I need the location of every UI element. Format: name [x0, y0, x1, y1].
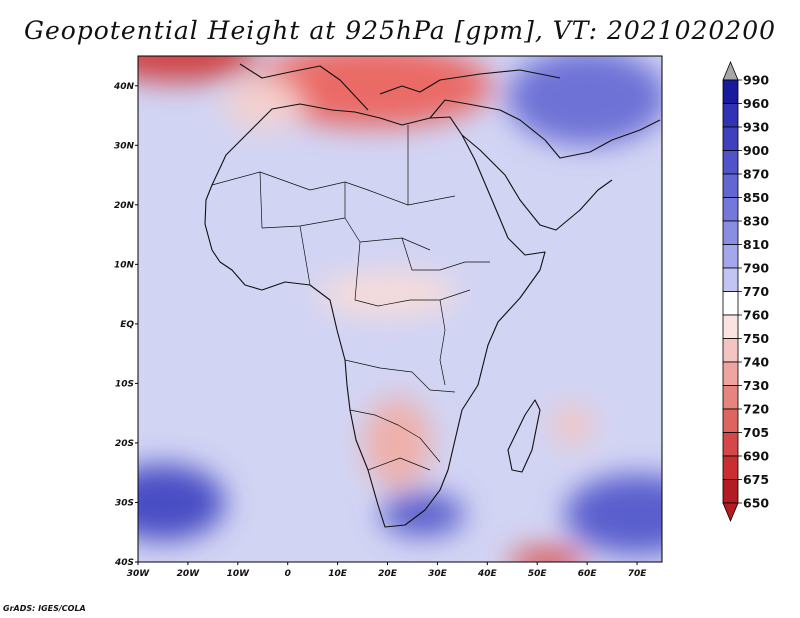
lat-tick-label: 20S — [115, 439, 134, 449]
lat-tick-label: 10S — [115, 379, 134, 389]
colorbar-swatch — [722, 173, 739, 198]
mediterranean-low-blob — [252, 56, 493, 128]
colorbar-label: 790 — [743, 261, 769, 276]
lon-tick-label: 40E — [477, 569, 498, 579]
lon-tick-label: 20E — [378, 569, 398, 579]
lon-tick-label: 20W — [177, 569, 201, 579]
colorbar-swatch — [722, 479, 739, 504]
colorbar-swatch — [722, 150, 739, 175]
colorbar-swatch — [722, 361, 739, 386]
northwest-corner-low-blob — [138, 56, 258, 82]
lat-tick-label: 10N — [114, 260, 135, 270]
arabian-high-blob — [507, 56, 662, 146]
lon-tick-label: 0 — [285, 569, 291, 579]
colorbar-swatch — [722, 197, 739, 222]
colorbar-label: 675 — [743, 472, 769, 487]
south-africa-cold-high-blob — [380, 492, 465, 537]
lat-tick-label: 30N — [114, 141, 135, 151]
lon-tick-label: 10W — [227, 569, 251, 579]
colorbar-swatch — [722, 385, 739, 410]
eurasia-coastline — [239, 63, 661, 159]
colorbar-label: 830 — [743, 214, 769, 229]
colorbar-label: 770 — [743, 284, 769, 299]
map-title: Geopotential Height at 925hPa [gpm], VT:… — [23, 16, 777, 45]
lat-tick-label: 20N — [114, 201, 135, 211]
africa-coastline — [204, 103, 546, 528]
colorbar-swatch — [722, 103, 739, 128]
lon-tick-label: 30W — [127, 569, 151, 579]
country-border-5 — [354, 241, 471, 307]
southern-ocean-low-blob — [509, 548, 586, 562]
lat-tick-label: 30S — [115, 498, 134, 508]
lon-tick-label: 30E — [428, 569, 448, 579]
lon-tick-label: 50E — [528, 569, 548, 579]
colorbar-label: 650 — [743, 496, 769, 511]
mozambique-channel-low-blob — [552, 405, 593, 446]
lon-tick-label: 70E — [628, 569, 648, 579]
south-atlantic-high-blob — [138, 464, 225, 541]
country-border-8 — [367, 457, 431, 471]
colorbar-label: 705 — [743, 425, 769, 440]
lon-tick-label: 10E — [328, 569, 348, 579]
lat-tick-label: 40S — [114, 558, 134, 568]
colorbar-label: 740 — [743, 355, 769, 370]
colorbar-swatch — [722, 338, 739, 363]
colorbar-swatch — [722, 408, 739, 433]
kalahari-heat-low-blob — [363, 396, 432, 489]
colorbar: 990 960 930 900 870 850 830 810 790 770 760 750 740 7… — [722, 60, 769, 523]
colorbar-label: 760 — [743, 308, 769, 323]
colorbar-swatch — [722, 267, 739, 292]
coastlines — [204, 63, 661, 528]
lat-tick-label: EQ — [120, 320, 134, 330]
colorbar-label: 850 — [743, 190, 769, 205]
lat-tick-label: 40N — [113, 82, 135, 92]
country-border-4 — [299, 225, 311, 286]
axis-ticks: 30W 20W 10W 0 10E 20E 30E 40E 50E 60E 70E 40N 30N 20N… — [113, 82, 647, 579]
colorbar-swatch — [722, 291, 739, 316]
madagascar-coastline — [507, 399, 541, 473]
lon-tick-label: 60E — [578, 569, 598, 579]
colorbar-label: 810 — [743, 237, 769, 252]
colorbar-label: 720 — [743, 402, 769, 417]
colorbar-label: 900 — [743, 143, 769, 158]
colorbar-swatch — [722, 126, 739, 151]
colorbar-swatch — [722, 220, 739, 245]
country-border-7 — [349, 409, 441, 463]
country-border-9 — [401, 237, 490, 271]
colorbar-label: 730 — [743, 378, 769, 393]
colorbar-label: 960 — [743, 96, 769, 111]
colorbar-swatch — [722, 432, 739, 457]
country-border-10 — [439, 299, 446, 386]
colorbar-label: 990 — [743, 73, 769, 88]
colorbar-swatch — [722, 244, 739, 269]
grads-credit: GrADS: IGES/COLA — [3, 604, 86, 613]
map-plot-area — [138, 56, 662, 562]
colorbar-bottom-arrow — [722, 502, 739, 523]
geopotential-field — [138, 56, 662, 562]
sahel-heat-low-blob — [317, 272, 458, 317]
country-border-6 — [344, 359, 456, 393]
south-indian-high-blob — [565, 474, 662, 555]
iberia-trough-blob — [222, 78, 303, 129]
colorbar-label: 750 — [743, 331, 769, 346]
colorbar-swatch — [722, 314, 739, 339]
colorbar-swatch — [722, 79, 739, 104]
colorbar-top-arrow — [722, 60, 739, 81]
arabia-coastline — [461, 134, 613, 231]
colorbar-swatch — [722, 455, 739, 480]
map-frame — [137, 55, 663, 563]
colorbar-label: 930 — [743, 120, 769, 135]
colorbar-label: 870 — [743, 167, 769, 182]
colorbar-label: 690 — [743, 449, 769, 464]
